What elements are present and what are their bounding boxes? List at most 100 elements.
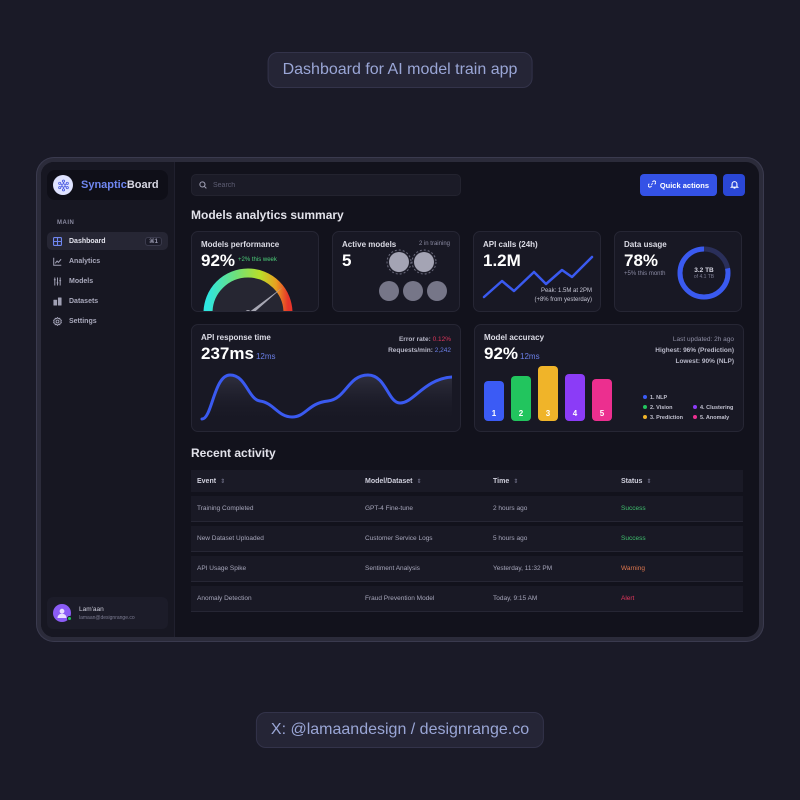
response-time-value: 237ms 12ms xyxy=(201,344,451,364)
performance-value-text: 92% xyxy=(201,251,236,270)
notifications-button[interactable] xyxy=(723,174,745,196)
performance-value: 92% +2% this week xyxy=(201,251,309,271)
brand-name: SynapticBoard xyxy=(81,179,159,191)
nav-section-label: MAIN xyxy=(57,220,75,226)
error-rate-label: Error rate: xyxy=(398,336,431,343)
accuracy-bar[interactable]: 4 xyxy=(565,374,585,421)
cell-event: Anomaly Detection xyxy=(191,586,359,612)
detail-cards: API response time 237ms 12ms Error rate: … xyxy=(191,324,745,432)
column-header-model[interactable]: Model/Dataset ⇕ xyxy=(359,470,487,492)
avatar xyxy=(53,604,72,622)
search-input[interactable] xyxy=(213,181,453,189)
brand[interactable]: SynapticBoard xyxy=(47,170,168,200)
models-performance-card: Models performance 92% +2% this week xyxy=(191,231,319,312)
lowest-accuracy: Lowest: 90% (NLP) xyxy=(675,358,734,365)
sliders-icon xyxy=(53,276,62,286)
column-header-time[interactable]: Time ⇕ xyxy=(487,470,615,492)
user-profile[interactable]: Lam'aan lamaan@designrange.co xyxy=(47,597,168,629)
column-label: Event xyxy=(197,477,217,485)
legend-label: 4. Clustering xyxy=(700,405,734,411)
table-row[interactable]: Training Completed GPT-4 Fine-tune 2 hou… xyxy=(191,496,743,522)
requests-label: Requests/min: xyxy=(388,347,433,354)
sidebar-item-settings[interactable]: Settings xyxy=(47,312,168,330)
online-status-dot xyxy=(67,616,72,621)
database-icon xyxy=(53,296,62,306)
accuracy-bar[interactable]: 2 xyxy=(511,376,531,421)
cell-time: Yesterday, 11:32 PM xyxy=(487,556,615,582)
sidebar-item-dashboard[interactable]: Dashboard ⌘1 xyxy=(47,232,168,250)
legend-label: 5. Anomaly xyxy=(700,415,730,421)
cell-event: API Usage Spike xyxy=(191,556,359,582)
link-icon xyxy=(647,180,657,190)
bell-icon xyxy=(729,176,739,194)
gear-icon xyxy=(53,316,62,326)
sort-icon: ⇕ xyxy=(416,478,422,485)
caption-title: Dashboard for AI model train app xyxy=(267,52,533,88)
card-title: API response time xyxy=(201,333,271,342)
cell-model: Fraud Prevention Model xyxy=(359,586,487,612)
sort-icon: ⇕ xyxy=(646,478,652,485)
status-badge: Success xyxy=(615,496,743,522)
sidebar-item-label: Models xyxy=(69,277,94,285)
main-content: Quick actions Models analytics summary M… xyxy=(175,162,759,637)
caption-credit: X: @lamaandesign / designrange.co xyxy=(255,712,545,748)
summary-cards: Models performance 92% +2% this week xyxy=(191,231,745,312)
bar-label: 1 xyxy=(491,409,497,418)
api-calls-card: API calls (24h) 1.2M Peak: 1.5M at 2PM (… xyxy=(473,231,601,312)
shortcut-badge: ⌘1 xyxy=(145,236,162,246)
api-calls-sparkline xyxy=(482,255,594,299)
accuracy-bar[interactable]: 3 xyxy=(538,366,558,421)
search-icon xyxy=(199,176,207,194)
column-header-status[interactable]: Status ⇕ xyxy=(615,470,743,492)
data-total: of 4.1 TB xyxy=(693,273,715,280)
card-title: Models performance xyxy=(201,240,280,249)
requests-value: 2,242 xyxy=(434,347,451,354)
accuracy-value: 92% 12ms xyxy=(484,344,734,364)
sidebar-item-analytics[interactable]: Analytics xyxy=(47,252,168,270)
column-label: Status xyxy=(621,477,643,485)
sidebar-item-datasets[interactable]: Datasets xyxy=(47,292,168,310)
status-badge: Warning xyxy=(615,556,743,582)
accuracy-stats: Last updated: 2h ago Highest: 96% (Predi… xyxy=(655,334,734,367)
accuracy-bars: 1 2 3 4 5 xyxy=(484,363,612,421)
accuracy-bar[interactable]: 1 xyxy=(484,381,504,421)
legend-item: 5. Anomaly xyxy=(693,415,743,421)
highest-accuracy: Highest: 96% (Prediction) xyxy=(655,347,734,354)
search-box[interactable] xyxy=(191,174,461,196)
response-stats: Error rate: 0.12% Requests/min: 2,242 xyxy=(388,334,451,356)
recent-activity-title: Recent activity xyxy=(191,446,276,460)
cell-event: New Dataset Uploaded xyxy=(191,526,359,552)
sidebar: SynapticBoard MAIN Dashboard ⌘1 Analytic… xyxy=(41,162,175,637)
table-row[interactable]: API Usage Spike Sentiment Analysis Yeste… xyxy=(191,556,743,582)
performance-delta: +2% this week xyxy=(238,257,277,263)
data-usage-value: 78% xyxy=(624,251,659,270)
accuracy-bar[interactable]: 5 xyxy=(592,379,612,421)
table-row[interactable]: Anomaly Detection Fraud Prevention Model… xyxy=(191,586,743,612)
active-models-card: Active models 2 in training 5 xyxy=(332,231,460,312)
accuracy-sub: 12ms xyxy=(520,352,540,361)
column-header-event[interactable]: Event ⇕ xyxy=(191,470,359,492)
peak-text: Peak: 1.5M at 2PM xyxy=(540,288,592,294)
quick-actions-button[interactable]: Quick actions xyxy=(639,174,717,196)
sort-icon: ⇕ xyxy=(220,478,226,485)
active-models-value: 5 xyxy=(342,251,352,270)
column-label: Time xyxy=(493,477,510,485)
legend-item: 3. Prediction xyxy=(643,415,693,421)
status-badge: Success xyxy=(615,526,743,552)
table-row[interactable]: New Dataset Uploaded Customer Service Lo… xyxy=(191,526,743,552)
legend-label: 2. Vision xyxy=(650,405,673,411)
sidebar-item-label: Analytics xyxy=(69,257,101,265)
cell-model: GPT-4 Fine-tune xyxy=(359,496,487,522)
response-time-sub: 12ms xyxy=(255,352,276,361)
cell-time: Today, 9:15 AM xyxy=(487,586,615,612)
sidebar-item-models[interactable]: Models xyxy=(47,272,168,290)
column-label: Model/Dataset xyxy=(365,477,413,485)
cell-model: Sentiment Analysis xyxy=(359,556,487,582)
line-chart-icon xyxy=(53,257,62,266)
cell-time: 5 hours ago xyxy=(487,526,615,552)
bar-label: 4 xyxy=(572,409,578,418)
activity-table: Event ⇕ Model/Dataset ⇕ Time ⇕ Status ⇕ Trai… xyxy=(191,466,743,616)
legend-label: 3. Prediction xyxy=(650,415,684,421)
cell-event: Training Completed xyxy=(191,496,359,522)
sort-icon: ⇕ xyxy=(513,478,519,485)
